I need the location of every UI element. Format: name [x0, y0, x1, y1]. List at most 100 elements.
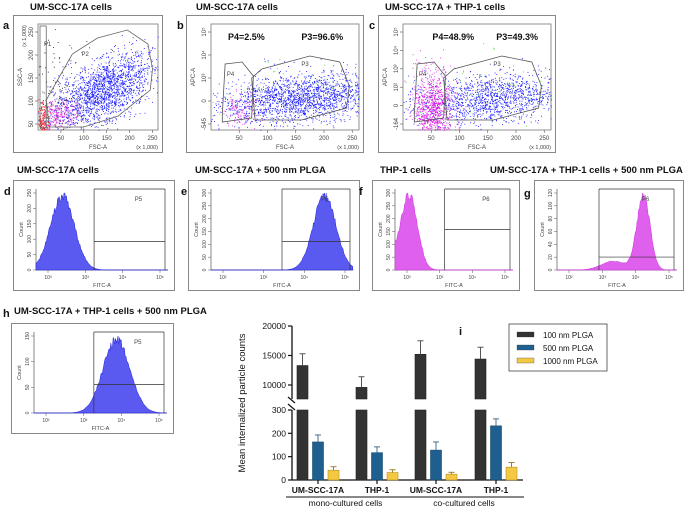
event-dot: [216, 101, 218, 103]
event-dot: [54, 99, 56, 101]
event-dot: [104, 94, 106, 96]
event-dot: [308, 82, 309, 84]
event-dot: [293, 125, 295, 127]
event-dot: [349, 79, 351, 81]
event-dot: [87, 101, 89, 103]
event-dot: [126, 74, 128, 76]
event-dot: [275, 94, 277, 96]
event-dot: [109, 80, 111, 82]
event-dot: [135, 54, 137, 56]
event-dot: [73, 100, 75, 102]
event-dot: [65, 100, 67, 101]
event-dot: [73, 106, 75, 108]
event-dot: [464, 94, 466, 96]
event-dot: [72, 109, 74, 111]
event-dot: [448, 100, 450, 102]
event-dot: [97, 103, 99, 105]
event-dot: [459, 114, 460, 116]
event-dot: [277, 112, 279, 114]
event-dot: [58, 122, 60, 124]
event-dot: [130, 69, 132, 71]
event-dot: [310, 114, 312, 116]
event-dot: [294, 90, 296, 92]
event-dot: [58, 98, 60, 99]
event-dot: [461, 90, 463, 92]
event-dot: [268, 102, 270, 104]
event-dot: [495, 79, 497, 81]
event-dot: [226, 105, 228, 107]
event-dot: [75, 105, 77, 107]
event-dot: [143, 75, 145, 77]
event-dot: [82, 102, 84, 104]
event-dot: [304, 107, 305, 109]
event-dot: [314, 101, 316, 103]
event-dot: [494, 96, 496, 98]
event-dot: [64, 107, 66, 109]
event-dot: [315, 89, 317, 90]
event-dot: [292, 106, 294, 108]
event-dot: [106, 75, 108, 77]
event-dot: [96, 84, 97, 86]
event-dot: [123, 73, 124, 75]
event-dot: [40, 124, 42, 126]
event-dot: [332, 88, 334, 90]
event-dot: [279, 72, 281, 74]
event-dot: [518, 93, 520, 95]
event-dot: [529, 90, 530, 92]
event-dot: [246, 103, 248, 105]
event-dot: [84, 97, 86, 99]
event-dot: [105, 112, 107, 114]
event-dot: [94, 100, 96, 102]
event-dot: [72, 123, 74, 125]
x-axis-label: FSC-A: [276, 145, 294, 151]
gate-P2: [45, 29, 153, 128]
event-dot: [83, 105, 85, 107]
event-dot: [341, 103, 343, 105]
event-dot: [47, 71, 49, 73]
event-dot: [324, 109, 326, 111]
event-dot: [108, 89, 110, 91]
event-dot: [319, 96, 321, 98]
event-dot: [258, 114, 260, 116]
event-dot: [75, 92, 77, 94]
event-dot: [111, 89, 113, 90]
event-dot: [304, 101, 306, 103]
event-dot: [87, 95, 89, 97]
event-dot: [286, 102, 288, 104]
event-dot: [532, 86, 534, 88]
event-dot: [135, 56, 137, 58]
event-dot: [474, 77, 476, 79]
event-dot: [281, 120, 283, 122]
event-dot: [501, 85, 502, 87]
event-dot: [528, 83, 530, 85]
event-dot: [350, 107, 352, 109]
event-dot: [232, 125, 234, 127]
event-dot: [277, 113, 278, 115]
event-dot: [130, 76, 132, 78]
event-dot: [66, 98, 68, 100]
event-dot: [106, 71, 108, 73]
event-dot: [335, 83, 337, 85]
event-dot: [332, 106, 334, 108]
event-dot: [67, 88, 69, 90]
event-dot: [507, 101, 509, 103]
event-dot: [61, 113, 63, 115]
event-dot: [128, 79, 129, 81]
event-dot: [534, 84, 536, 86]
event-dot: [339, 92, 340, 94]
event-dot: [319, 107, 321, 109]
event-dot: [114, 79, 115, 81]
event-dot: [110, 71, 112, 73]
event-dot: [97, 76, 99, 78]
event-dot: [87, 100, 89, 102]
event-dot: [41, 109, 43, 111]
event-dot: [74, 122, 76, 124]
event-dot: [512, 121, 514, 123]
event-dot: [428, 81, 430, 83]
event-dot: [89, 108, 91, 110]
event-dot: [298, 74, 300, 76]
event-dot: [499, 111, 501, 113]
event-dot: [86, 94, 88, 96]
event-dot: [54, 105, 56, 107]
event-dot: [136, 86, 138, 87]
